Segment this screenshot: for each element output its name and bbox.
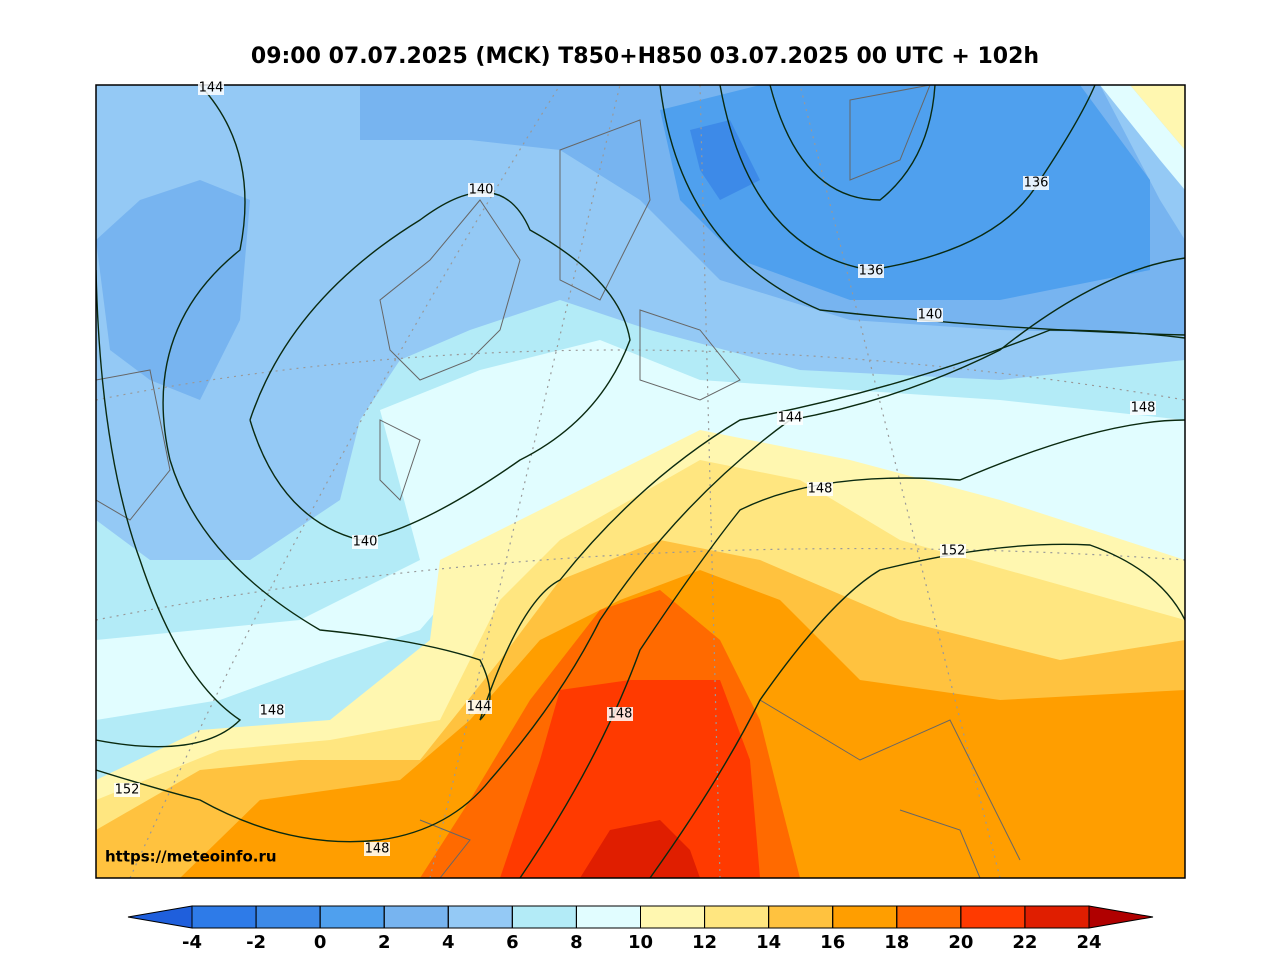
colorbar-box (511, 905, 577, 929)
colorbar-extend-high (1088, 905, 1154, 929)
contour-label-bg (468, 183, 494, 197)
contour-label-bg (807, 482, 833, 496)
contour-label-bg (114, 783, 140, 797)
temperature-region (660, 85, 1150, 300)
map (96, 85, 1185, 878)
watermark: https://meteoinfo.ru (105, 848, 277, 866)
contour-label-bg (777, 411, 803, 425)
colorbar-tick-label: 18 (884, 932, 909, 953)
temperature-region (96, 180, 250, 400)
contour-label: 140 (918, 308, 943, 323)
temperature-region (96, 340, 1185, 720)
colorbar-tick-label: 10 (628, 932, 653, 953)
colorbar-tick-label: 8 (570, 932, 583, 953)
contour-label: 152 (115, 783, 140, 798)
contour-label-bg (607, 707, 633, 721)
contour-label: 144 (778, 411, 803, 426)
contour-label: 136 (859, 264, 884, 279)
colorbar-tick-label: 20 (948, 932, 973, 953)
colorbar-tick-label: 14 (756, 932, 781, 953)
temperature-region (580, 820, 700, 878)
map-lines (96, 85, 1185, 878)
contour-label-bg (1130, 401, 1156, 415)
colorbar-tick-label: 4 (442, 932, 455, 953)
colorbar-box (960, 905, 1026, 929)
colorbar-box (1024, 905, 1090, 929)
colorbar-tick-label: -2 (246, 932, 266, 953)
contour-label: 148 (1131, 401, 1156, 416)
colorbar-box (575, 905, 642, 929)
temperature-region (1130, 85, 1185, 150)
colorbar-tick-label: -4 (182, 932, 202, 953)
colorbar-tick-label: 16 (820, 932, 845, 953)
title: 09:00 07.07.2025 (MCK) T850+H850 03.07.2… (251, 44, 1039, 69)
temperature-region (1100, 85, 1185, 190)
colorbar-box (640, 905, 706, 929)
map-frame (95, 84, 1186, 879)
contour-label: 144 (199, 81, 224, 96)
contour-label-bg (198, 81, 224, 95)
colorbar-box (768, 905, 834, 929)
contour-label: 140 (469, 183, 494, 198)
colorbar-tick-label: 12 (692, 932, 717, 953)
colorbar-tick-label: 22 (1012, 932, 1037, 953)
contour-label-bg (858, 264, 884, 278)
colorbar-box (704, 905, 770, 929)
colorbar-box (896, 905, 962, 929)
contour-label: 148 (608, 707, 633, 722)
colorbar-box (319, 905, 385, 929)
contour-label: 148 (260, 704, 285, 719)
contour-label: 148 (365, 842, 390, 857)
colorbar-tick-label: 24 (1076, 932, 1101, 953)
colorbar-extend-low (127, 905, 193, 929)
colorbar-box (191, 905, 257, 929)
colorbar-tick-label: 0 (314, 932, 327, 953)
temperature-region (690, 120, 760, 200)
colorbar-box (832, 905, 898, 929)
contour-label: 152 (941, 544, 966, 559)
contour-label: 144 (467, 700, 492, 715)
colorbar-box (383, 905, 449, 929)
contour-label: 136 (1024, 176, 1049, 191)
contour-label-bg (364, 842, 390, 856)
contour-label-bg (1023, 176, 1049, 190)
contour-label: 140 (353, 535, 378, 550)
colorbar: -4 -2 0 2 4 6 8 10 12 14 16 18 20 22 24 (127, 905, 1154, 953)
colorbar-tick-label: 6 (506, 932, 519, 953)
temperature-region (500, 680, 760, 878)
contour-label-bg (917, 308, 943, 322)
contour-label-bg (466, 700, 492, 714)
contour-label-bg (352, 535, 378, 549)
contour-label: 148 (808, 482, 833, 497)
colorbar-box (255, 905, 321, 929)
colorbar-box (447, 905, 513, 929)
contour-label-bg (259, 704, 285, 718)
contour-label-bg (940, 544, 966, 558)
contour-labels: 144 140 136 136 140 144 148 148 152 140 148 144 148 1… (114, 81, 1156, 857)
colorbar-tick-label: 2 (378, 932, 391, 953)
